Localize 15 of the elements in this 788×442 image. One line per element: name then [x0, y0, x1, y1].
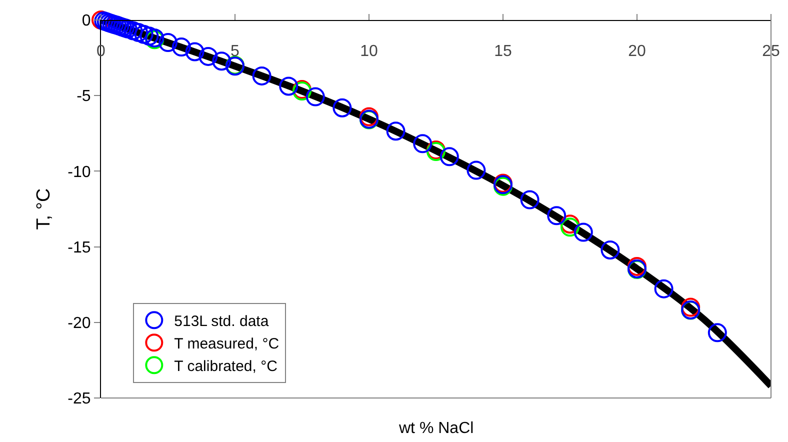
legend-label: T calibrated, °C: [174, 358, 278, 375]
y-tick-label: -15: [68, 239, 91, 256]
legend-label: 513L std. data: [174, 312, 270, 330]
y-tick-label: -5: [76, 88, 91, 106]
y-tick-label: -10: [68, 164, 91, 181]
x-tick-label: 15: [494, 43, 512, 60]
x-tick-label: 5: [230, 43, 240, 60]
x-tick-label: 10: [360, 43, 378, 60]
x-tick-label: 20: [628, 43, 646, 60]
x-axis-title: wt % NaCl: [398, 420, 474, 437]
y-tick-label: 0: [82, 12, 91, 30]
y-tick-label: -20: [68, 315, 91, 332]
y-axis-title: T, °C: [34, 188, 55, 230]
y-tick-label: -25: [68, 390, 91, 408]
legend-label: T measured, °C: [174, 335, 280, 352]
